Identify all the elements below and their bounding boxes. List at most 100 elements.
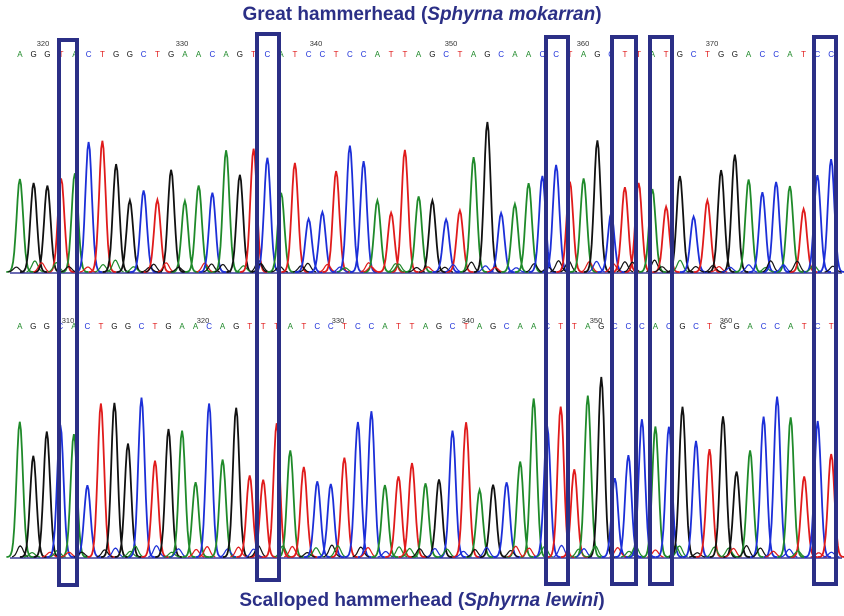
trace-noise — [284, 545, 301, 558]
trace-noise — [752, 547, 769, 558]
trace-peak-C — [762, 181, 790, 273]
base-call-C: C — [761, 322, 767, 331]
base-call-A: A — [531, 322, 537, 331]
base-call-T: T — [402, 50, 407, 59]
trace-noise — [245, 548, 262, 558]
trace-noise — [48, 261, 65, 273]
trace-peak-A — [182, 481, 209, 558]
trace-peak-T — [385, 476, 412, 558]
base-call-C: C — [141, 50, 147, 59]
trace-peak-G — [114, 443, 142, 558]
trace-noise — [170, 266, 187, 273]
base-call-C: C — [626, 322, 632, 331]
trace-noise — [11, 545, 29, 558]
base-call-T: T — [301, 322, 306, 331]
trace-peak-C — [317, 483, 345, 558]
trace-peak-A — [168, 430, 196, 558]
base-call-A: A — [17, 50, 23, 59]
trace-noise — [789, 550, 807, 558]
base-call-A: A — [288, 322, 294, 331]
base-call-A: A — [423, 322, 429, 331]
trace-noise — [214, 263, 232, 273]
trace-peak-C — [682, 440, 710, 558]
trace-peak-T — [88, 140, 117, 273]
trace-peak-A — [405, 196, 433, 273]
trace-noise — [107, 547, 124, 558]
base-call-G: G — [733, 322, 739, 331]
trace-noise — [319, 263, 336, 273]
trace-noise — [26, 260, 44, 273]
position-label: 370 — [706, 39, 719, 48]
trace-noise — [824, 265, 842, 273]
trace-noise — [740, 264, 758, 273]
base-call-C: C — [504, 322, 510, 331]
base-call-T: T — [261, 322, 266, 331]
trace-noise — [299, 551, 316, 558]
top-species-title: Great hammerhead (Sphyrna mokarran) — [0, 4, 844, 26]
base-call-C: C — [450, 322, 456, 331]
bottom-title-common: Scalloped hammerhead ( — [239, 590, 465, 611]
trace-peak-C — [130, 190, 158, 273]
base-call-C: C — [355, 322, 361, 331]
base-call-G: G — [484, 50, 490, 59]
trace-peak-G — [100, 402, 128, 558]
trace-peak-G — [33, 185, 61, 273]
base-call-T: T — [636, 50, 641, 59]
trace-noise — [426, 547, 444, 558]
base-call-A: A — [17, 322, 23, 331]
base-call-A: A — [71, 322, 77, 331]
base-call-T: T — [705, 50, 710, 59]
trace-peak-A — [412, 483, 439, 558]
trace-noise — [33, 262, 50, 273]
trace-noise — [502, 549, 520, 558]
base-call-G: G — [720, 322, 726, 331]
trace-noise — [360, 262, 378, 273]
base-call-T: T — [153, 322, 158, 331]
trace-peak-G — [19, 455, 47, 558]
base-call-G: G — [677, 50, 683, 59]
base-call-C: C — [443, 50, 449, 59]
base-call-G: G — [594, 50, 600, 59]
base-call-T: T — [292, 50, 297, 59]
trace-peak-C — [295, 216, 323, 273]
trace-peak-A — [466, 486, 493, 558]
base-call-T: T — [664, 50, 669, 59]
trace-peak-G — [583, 140, 612, 273]
trace-peak-A — [459, 156, 488, 273]
trace-peak-T — [249, 479, 277, 558]
trace-peak-A — [209, 459, 237, 558]
trace-noise — [788, 260, 806, 273]
base-call-G: G — [113, 50, 119, 59]
base-call-T: T — [100, 50, 105, 59]
base-call-T: T — [396, 322, 401, 331]
base-call-C: C — [328, 322, 334, 331]
trace-noise — [725, 547, 742, 558]
base-call-G: G — [111, 322, 117, 331]
trace-peak-A — [638, 188, 666, 273]
base-call-G: G — [490, 322, 496, 331]
trace-noise — [570, 548, 587, 558]
position-label: 340 — [310, 39, 323, 48]
base-call-T: T — [457, 50, 462, 59]
base-call-A: A — [585, 322, 591, 331]
base-call-G: G — [30, 50, 36, 59]
base-call-A: A — [220, 322, 226, 331]
base-call-C: C — [210, 50, 216, 59]
trace-noise — [687, 265, 705, 273]
trace-noise — [329, 545, 346, 558]
trace-noise — [486, 266, 504, 273]
trace-peak-A — [777, 417, 805, 558]
base-call-A: A — [512, 50, 518, 59]
base-call-T: T — [558, 322, 563, 331]
base-call-C: C — [85, 322, 91, 331]
trace-peak-G — [709, 416, 737, 558]
trace-noise — [377, 550, 394, 558]
trace-noise — [359, 546, 377, 558]
trace-peak-T — [141, 460, 169, 558]
trace-noise — [60, 265, 78, 273]
trace-peak-C — [439, 430, 466, 558]
trace-peak-G — [157, 169, 185, 273]
trace-noise — [125, 266, 142, 273]
trace-peak-G — [155, 428, 182, 558]
